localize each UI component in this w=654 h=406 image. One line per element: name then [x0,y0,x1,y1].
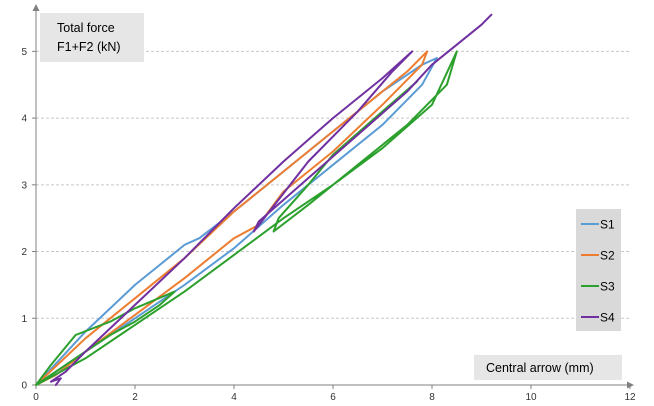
x-tick-label-6: 6 [330,392,336,403]
y-axis-title-line-2: F1+F2 (kN) [57,40,121,54]
legend-label-s2: S2 [600,249,615,263]
series-line-s4 [49,13,493,386]
y-tick-label-2: 2 [21,247,27,258]
legend: S1 S2 S3 S4 [576,209,621,331]
x-tick-label-0: 0 [33,392,39,403]
legend-label-s1: S1 [600,218,615,232]
series-line-s3 [35,50,458,386]
x-axis-title: Central arrow (mm) [474,355,622,380]
x-axis-title-box [474,355,622,380]
x-axis-title: Central arrow (mm) [486,361,594,375]
x-tick-label-12: 12 [624,392,636,403]
series-lines [35,13,493,386]
x-tick-label-2: 2 [132,392,138,403]
y-axis-title-box [40,13,144,62]
y-axis-arrow [32,4,40,11]
legend-label-s4: S4 [600,311,615,325]
legend-box [576,209,621,331]
y-axis-title: Total force F1+F2 (kN) [40,13,144,62]
series-line-s2 [35,50,429,386]
legend-label-s3: S3 [600,280,615,294]
y-tick-label-1: 1 [21,314,27,325]
y-tick-label-4: 4 [21,114,27,125]
y-tick-label-5: 5 [21,47,27,58]
x-tick-label-8: 8 [429,392,435,403]
y-tick-label-0: 0 [21,381,27,392]
series-line-s1 [35,57,438,386]
x-tick-label-4: 4 [231,392,237,403]
y-axis-title-line-1: Total force [57,21,115,35]
x-tick-label-10: 10 [525,392,537,403]
y-tick-label-3: 3 [21,180,27,191]
